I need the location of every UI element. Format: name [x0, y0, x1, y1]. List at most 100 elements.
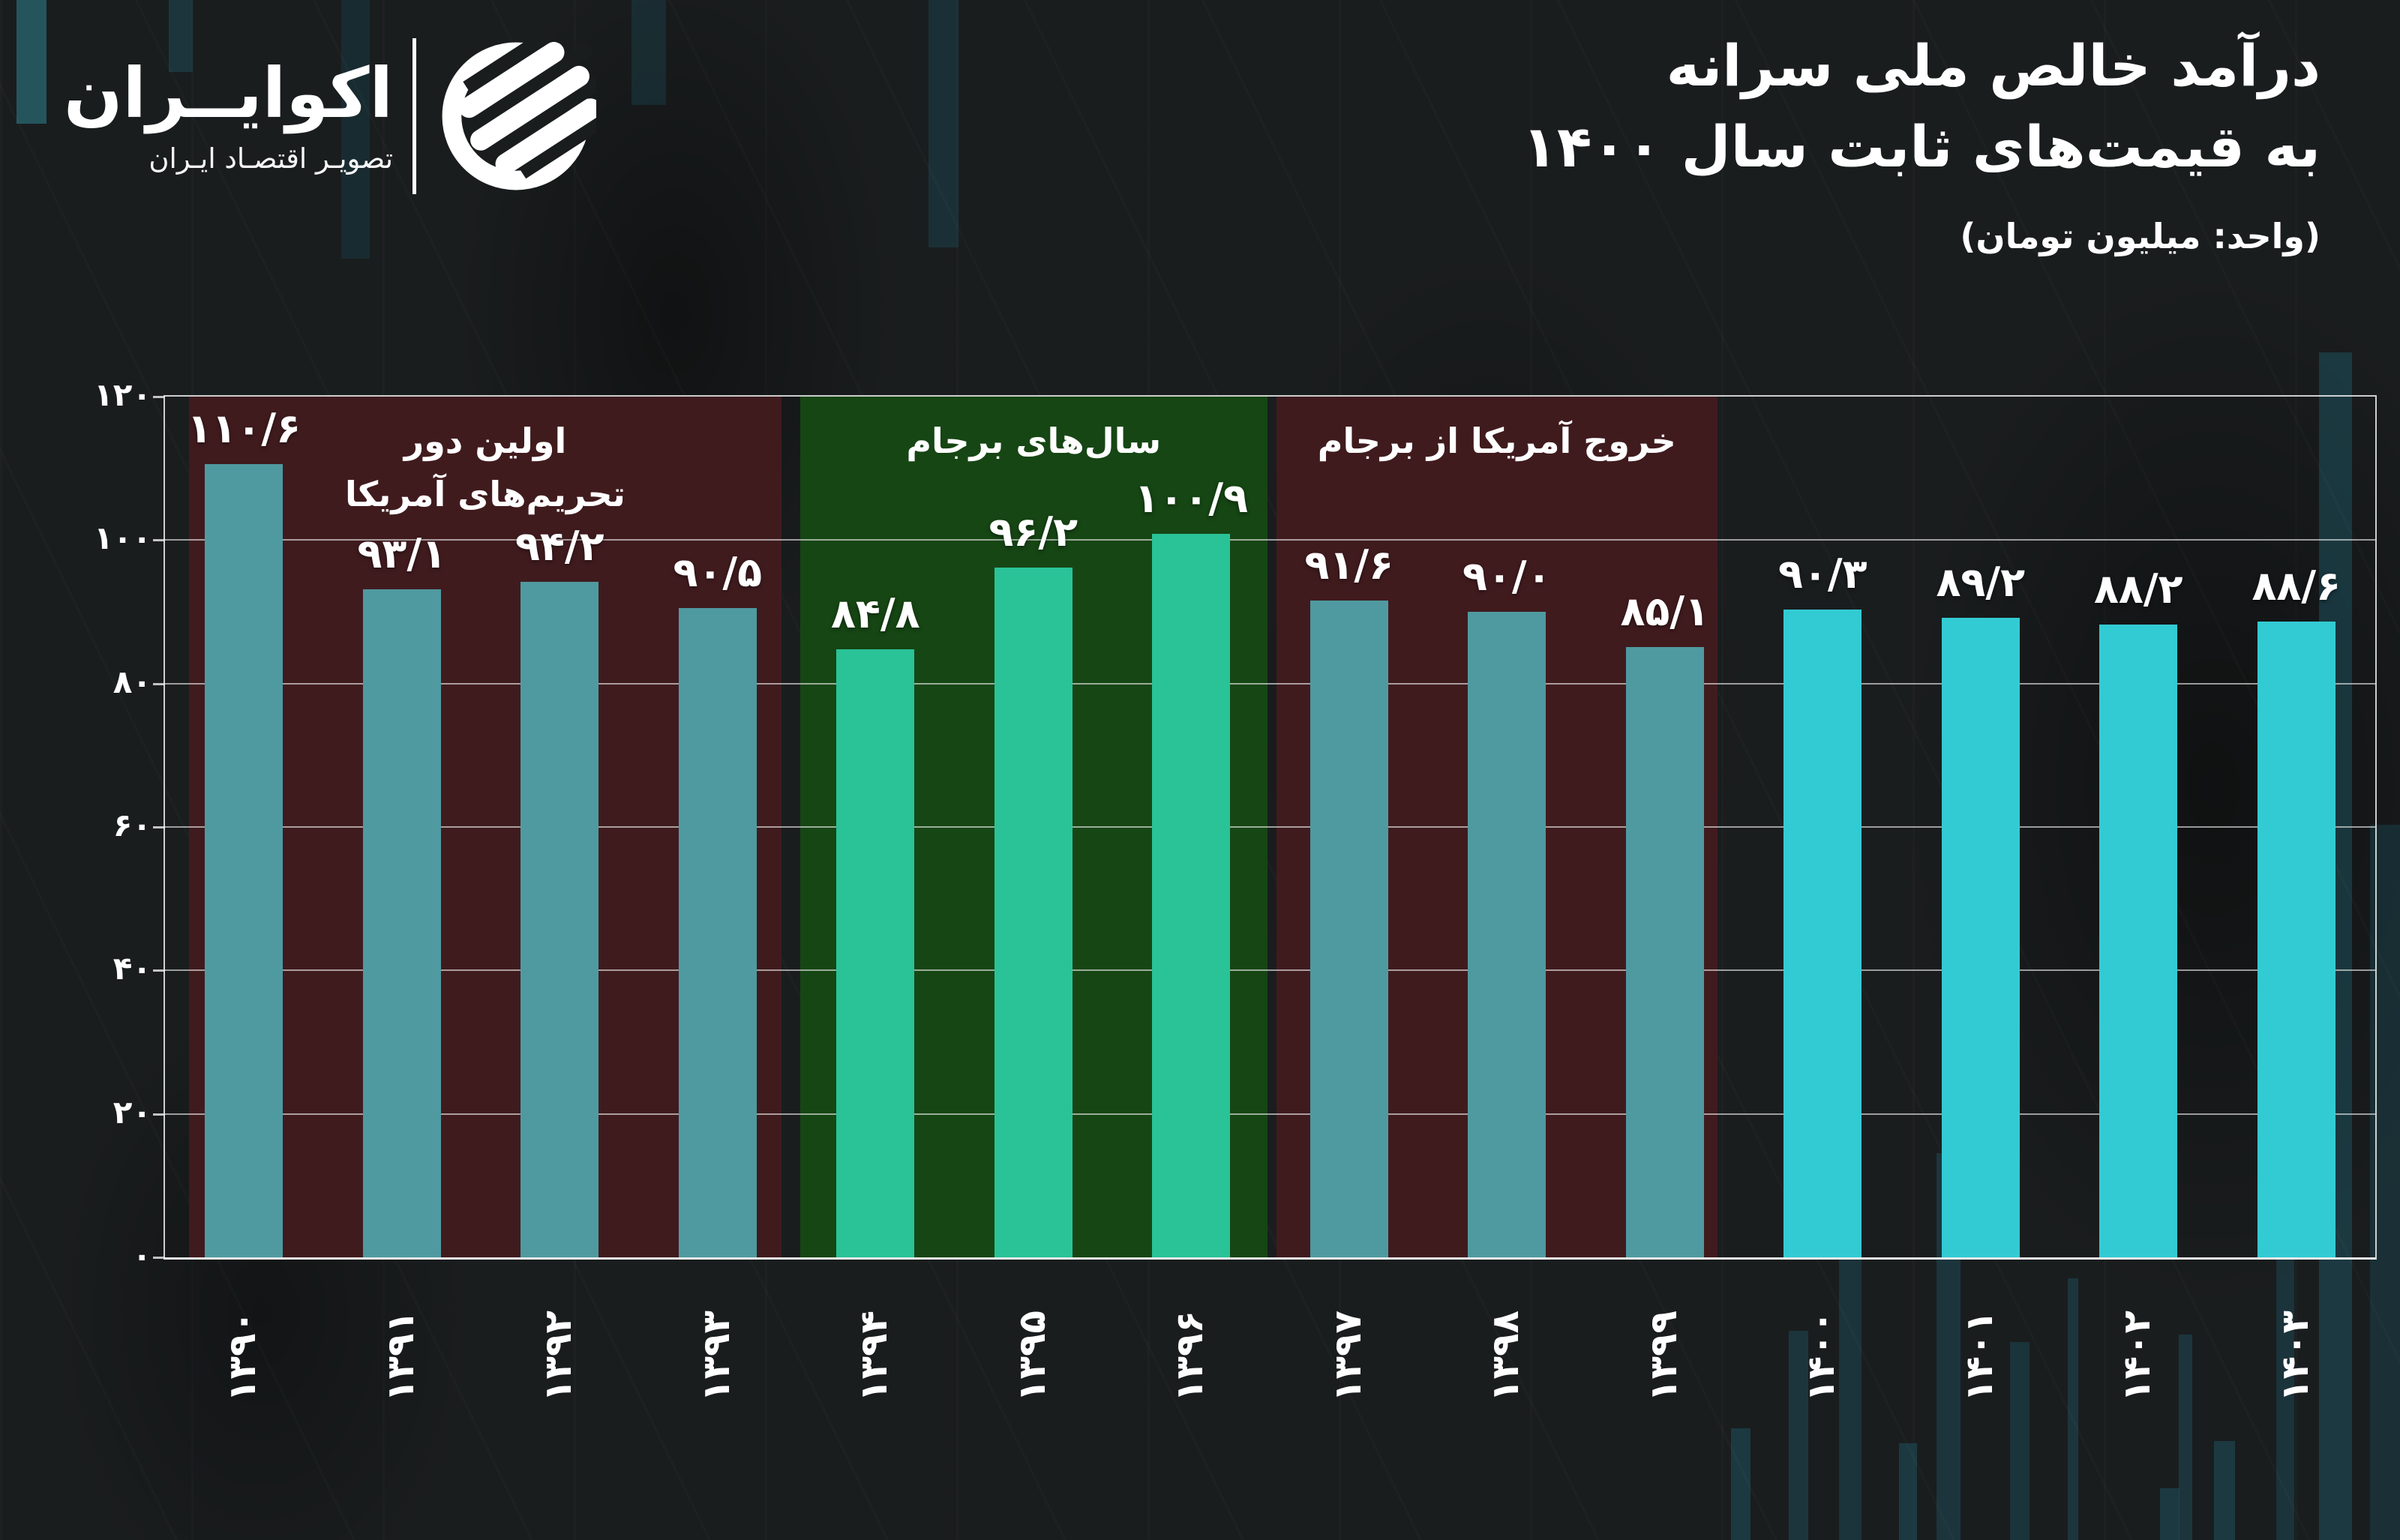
bar-value-label: ۹۱/۶ — [1304, 541, 1394, 589]
bar-value-label: ۹۰/۰ — [1462, 553, 1552, 600]
y-axis-tick-label: ۰ — [132, 1237, 152, 1274]
y-axis-tick-label: ۱۰۰ — [94, 520, 152, 557]
y-axis-labels: ۱۲۰ ۱۰۰ ۸۰ ۶۰ ۴۰ ۲۰ ۰ — [0, 376, 152, 1274]
x-axis-year-label: ۱۳۹۸ — [1484, 1310, 1528, 1403]
y-axis-tick-label: ۸۰ — [112, 663, 152, 700]
x-axis-slot: ۱۳۹۲ — [479, 1270, 638, 1443]
chart-title-line1: درآمد خالص ملی سرانه — [1666, 32, 2320, 99]
x-axis-slot: ۱۴۰۰ — [1742, 1270, 1900, 1443]
bar — [678, 608, 757, 1257]
bar-value-label: ۱۱۰/۶ — [187, 404, 302, 452]
bar-slot: ۸۴/۸ — [796, 397, 955, 1257]
bar-value-label: ۹۰/۵ — [673, 549, 763, 597]
bar — [1625, 646, 1704, 1257]
x-axis-slot: ۱۳۹۵ — [953, 1270, 1112, 1443]
x-axis-slot: ۱۳۹۶ — [1111, 1270, 1269, 1443]
logo-divider — [412, 38, 416, 194]
band-label: سال‌های برجام — [800, 415, 1268, 468]
bar — [362, 589, 441, 1257]
bar — [520, 581, 599, 1257]
x-axis-year-label: ۱۳۹۱ — [378, 1310, 422, 1403]
x-axis-slot: ۱۳۹۳ — [638, 1270, 796, 1443]
y-axis-tick-label: ۱۲۰ — [94, 376, 152, 413]
x-axis-year-label: ۱۳۹۲ — [536, 1310, 580, 1403]
bar-value-label: ۹۰/۳ — [1778, 550, 1868, 598]
bar-slot: ۸۹/۲ — [1902, 397, 2060, 1257]
background-stripe — [1899, 1443, 1917, 1540]
band-label: خروج آمریکا از برجام — [1276, 415, 1718, 468]
brand-tagline: تصویـر اقتصـاد ایـران — [148, 142, 393, 175]
bar-value-label: ۹۶/۲ — [988, 508, 1078, 556]
gridline — [165, 1113, 2375, 1115]
ecoiran-logo-icon — [442, 36, 596, 190]
gridline — [165, 539, 2375, 541]
bar — [1941, 617, 2020, 1257]
x-axis-slot: ۱۳۹۱ — [322, 1270, 480, 1443]
background-stripe — [632, 0, 666, 105]
axis-tick — [153, 1257, 165, 1259]
plot-area: اولین دور تحریم‌های آمریکا سال‌های برجام خر… — [153, 395, 2377, 1260]
bar-slot: ۹۰/۳ — [1744, 397, 1902, 1257]
band-label-line: تحریم‌های آمریکا — [345, 474, 626, 515]
y-axis-tick-label: ۴۰ — [112, 950, 152, 987]
x-axis-slot: ۱۴۰۲ — [2058, 1270, 2216, 1443]
bar — [994, 567, 1072, 1257]
x-axis-slot: ۱۳۹۴ — [795, 1270, 953, 1443]
x-axis-year-label: ۱۴۰۳ — [2272, 1310, 2317, 1403]
bar-value-label: ۹۳/۱ — [357, 530, 447, 578]
axis-tick — [153, 826, 165, 828]
x-axis-labels: ۱۳۹۰ ۱۳۹۱ ۱۳۹۲ ۱۳۹۳ ۱۳۹۴ ۱۳۹۵ ۱۳۹۶ ۱۳۹۷ ۱۳۹۸ ۱۳۹۹… — [164, 1270, 2374, 1443]
x-axis-year-label: ۱۴۰۲ — [2115, 1310, 2159, 1403]
x-axis-year-label: ۱۳۹۰ — [220, 1310, 265, 1403]
x-axis-year-label: ۱۳۹۷ — [1325, 1310, 1370, 1403]
band-label-line: اولین دور — [404, 421, 567, 461]
background-stripe — [2214, 1441, 2235, 1540]
background-stripe — [928, 0, 958, 247]
bar — [205, 463, 284, 1257]
bar-slot: ۸۸/۶ — [2218, 397, 2376, 1257]
axis-tick — [153, 1113, 165, 1116]
bar-value-label: ۹۴/۲ — [514, 522, 604, 570]
bar-slot: ۹۰/۰ — [1428, 397, 1586, 1257]
bar-value-label: ۱۰۰/۹ — [1134, 474, 1249, 522]
x-axis-slot: ۱۴۰۱ — [1900, 1270, 2059, 1443]
bar-slot: ۱۰۰/۹ — [1112, 397, 1270, 1257]
bar-slot: ۹۴/۲ — [481, 397, 639, 1257]
gridline — [165, 682, 2375, 685]
chart-title-line2: به قیمت‌های ثابت سال ۱۴۰۰ — [1522, 112, 2320, 180]
x-axis-year-label: ۱۳۹۹ — [1641, 1310, 1685, 1403]
x-axis-year-label: ۱۳۹۵ — [1010, 1310, 1054, 1403]
bar-value-label: ۸۸/۶ — [2252, 562, 2342, 610]
axis-tick — [153, 539, 165, 542]
x-axis-slot: ۱۳۹۹ — [1585, 1270, 1743, 1443]
bar — [2099, 625, 2178, 1257]
bar-value-label: ۸۸/۲ — [2093, 565, 2183, 613]
x-axis-year-label: ۱۳۹۳ — [694, 1310, 738, 1403]
x-axis-slot: ۱۳۹۸ — [1426, 1270, 1585, 1443]
bar-slot: ۸۸/۲ — [2060, 397, 2218, 1257]
x-axis-year-label: ۱۴۰۰ — [1799, 1310, 1844, 1403]
brand-logo-block: اکوایــران تصویـر اقتصـاد ایـران — [64, 36, 596, 196]
bar-slot: ۹۶/۲ — [955, 397, 1113, 1257]
background-stripe — [1731, 1428, 1750, 1540]
band-label: اولین دور تحریم‌های آمریکا — [189, 415, 782, 522]
bar-value-label: ۸۹/۲ — [1936, 558, 2026, 606]
chart-title-block: درآمد خالص ملی سرانه به قیمت‌های ثابت سا… — [1522, 25, 2320, 256]
brand-text: اکوایــران تصویـر اقتصـاد ایـران — [64, 53, 394, 175]
x-axis-slot: ۱۳۹۷ — [1269, 1270, 1427, 1443]
brand-name: اکوایــران — [64, 53, 394, 134]
background-stripe — [16, 0, 46, 124]
x-axis-slot: ۱۳۹۰ — [164, 1270, 322, 1443]
bar — [1310, 600, 1388, 1257]
gridline — [165, 826, 2375, 828]
bar-slot: ۸۵/۱ — [1586, 397, 1744, 1257]
bar — [2257, 622, 2336, 1257]
bar-slot: ۹۰/۵ — [639, 397, 797, 1257]
axis-tick — [153, 396, 165, 398]
gridline — [165, 969, 2375, 972]
x-axis-slot: ۱۴۰۳ — [2216, 1270, 2374, 1443]
unit-note: (واحد: میلیون تومان) — [1960, 215, 2320, 256]
bar-value-label: ۸۵/۱ — [1620, 587, 1710, 635]
bar-value-label: ۸۴/۸ — [830, 589, 920, 637]
